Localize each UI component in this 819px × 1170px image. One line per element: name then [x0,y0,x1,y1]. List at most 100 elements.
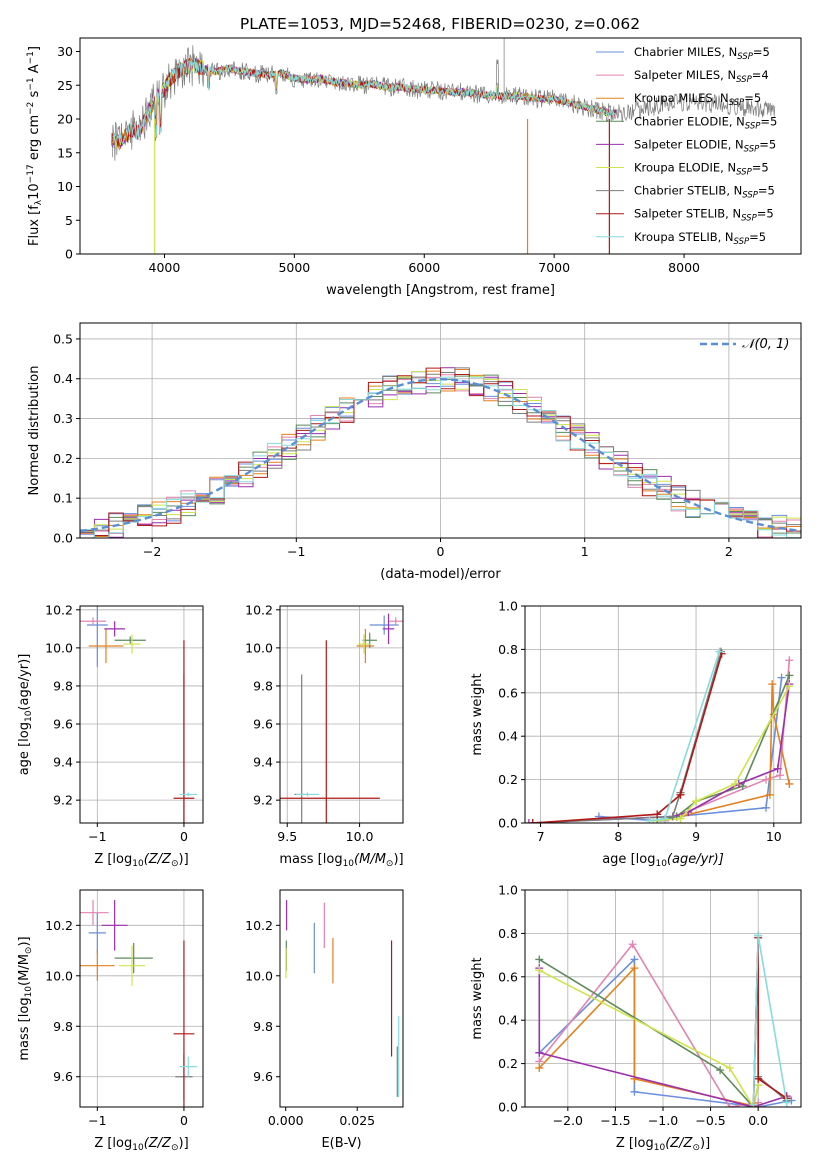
x-tick-label: −1.5 [600,1113,630,1128]
y-tick-label: 5 [65,213,73,228]
x-axis-label-part: (age/yr)] [667,852,724,867]
weight-marker [653,810,662,819]
y-tick-label: 9.2 [53,793,73,808]
y-axis-label-part: ] [27,46,42,51]
legend-n-sub: SSP [744,144,760,154]
legend-label: Chabrier MILES, NSSP=5 [634,45,770,62]
x-axis-label-part: age [log [602,852,655,867]
legend-label: Salpeter STELIB, NSSP=5 [634,207,774,224]
y-tick-label: 0.2 [498,772,518,787]
weight-marker [525,819,533,823]
figure-title: PLATE=1053, MJD=52468, FIBERID=0230, z=0… [240,15,640,33]
legend-series-name: Kroupa STELIB [634,230,718,244]
x-tick-label: 2 [725,544,733,559]
x-tick-label: −2.0 [553,1113,583,1128]
axes-residuals: −2 −1 0 1 2 0.0 0.1 0.2 0.3 0.4 0.5 [53,322,802,559]
legend-n-prefix: , N [713,91,729,105]
y-axis-label-part: −17 [26,164,36,183]
weight-marker [754,1074,763,1083]
weight-marker [716,1066,725,1075]
y-axis-label-part: −1 [26,77,36,90]
x-tick-label: 0.0 [748,1113,768,1128]
weight-line-chabrier-stelib [532,651,722,823]
y-axis-label-part: mass [log [17,997,32,1060]
axes-frame [79,889,204,1108]
histogram-salpeter-stelib [80,367,801,538]
y-tick-label: 0.4 [53,371,73,386]
x-tick-label: −1 [287,544,305,559]
x-tick-label: 8000 [668,260,700,275]
y-axis-label-part: age [log [17,722,32,775]
weight-marker [785,671,794,680]
y-tick-label: 10.0 [245,968,273,983]
x-axis-label-part: 10 [654,1143,666,1153]
legend-series-name: Salpeter MILES [634,68,720,82]
axes-age-vs-mass: 9.5 10.0 9.2 9.4 9.6 9.8 10.0 10.2 [245,602,404,844]
spectrum-line-kroupa-stelib [112,59,617,148]
x-axis-label-part: )] [179,1136,189,1151]
y-tick-label: 9.8 [253,678,273,693]
x-tick-label: −1 [88,1113,106,1128]
weight-marker [676,814,685,823]
y-tick-label: 9.6 [53,717,73,732]
y-tick-label: 20 [57,112,73,127]
legend-series-name: Chabrier MILES [634,45,721,59]
legend-n-sub: SSP [741,214,757,224]
y-tick-label: 0.8 [498,926,518,941]
x-axis-label: Z [log10(Z/Z⊙)] [94,852,188,869]
weight-marker [773,764,782,773]
x-tick-label: 0 [180,829,188,844]
legend-n-sub: SSP [745,121,761,131]
y-axis-label: mass weight [470,957,485,1039]
y-tick-label: 0.6 [498,685,518,700]
x-tick-label: 1 [581,544,589,559]
legend-series-name: Salpeter STELIB [634,207,725,221]
legend-label: Kroupa MILES, NSSP=5 [634,91,761,108]
legend-n-sub: SSP [734,237,750,247]
y-axis-label: Normed distribution [27,366,42,496]
legend-n-prefix: , N [718,230,734,244]
x-tick-label: −0.5 [695,1113,725,1128]
y-tick-label: 10.2 [45,602,73,617]
y-tick-label: 0.6 [498,969,518,984]
weight-marker [676,790,685,799]
weight-marker [762,803,771,812]
axes-spectrum: 4000 5000 6000 7000 8000 0 5 10 15 20 25 30 [57,37,802,275]
y-tick-label: 1.0 [498,599,518,614]
legend-n-sub: SSP [736,168,752,178]
weight-line-kroupa-miles [538,966,759,1107]
normal-curve [79,377,802,533]
weight-marker [535,955,544,964]
y-tick-label: 0.4 [498,729,518,744]
x-axis-label: mass [log10(M/M⊙)] [279,852,403,869]
legend-n-sub: SSP [737,52,753,62]
legend-n-value: =5 [744,91,761,105]
y-tick-label: 0.5 [53,331,73,346]
legend-series-name: Chabrier ELODIE [634,114,729,128]
axes-frame [79,322,802,539]
weight-marker [785,682,794,691]
x-axis-label-part: 10 [132,1143,144,1153]
x-axis-label: Z [log10(Z/Z⊙)] [94,1136,188,1153]
y-tick-label: 15 [57,145,73,160]
weight-line-salpeter-elodie [538,968,787,1107]
weight-marker [762,775,771,784]
y-tick-label: 0.0 [53,531,73,546]
x-axis-label-part: ⊙ [386,859,394,869]
y-axis-label-part: 10 [24,710,34,722]
weight-marker [776,771,785,780]
weight-marker [785,656,794,665]
y-tick-label: 30 [57,44,73,59]
weight-marker [725,1063,734,1072]
weight-marker [645,816,654,823]
x-tick-label: 9.5 [277,829,297,844]
x-tick-label: 9 [692,829,700,844]
weight-marker [725,1103,734,1107]
y-axis-label-part: (age/yr)] [17,654,32,711]
y-tick-label: 9.4 [253,755,273,770]
axes-frame [279,605,404,824]
y-tick-label: 9.8 [53,678,73,693]
legend-n-sub: SSP [729,98,745,108]
weight-marker [630,964,639,973]
